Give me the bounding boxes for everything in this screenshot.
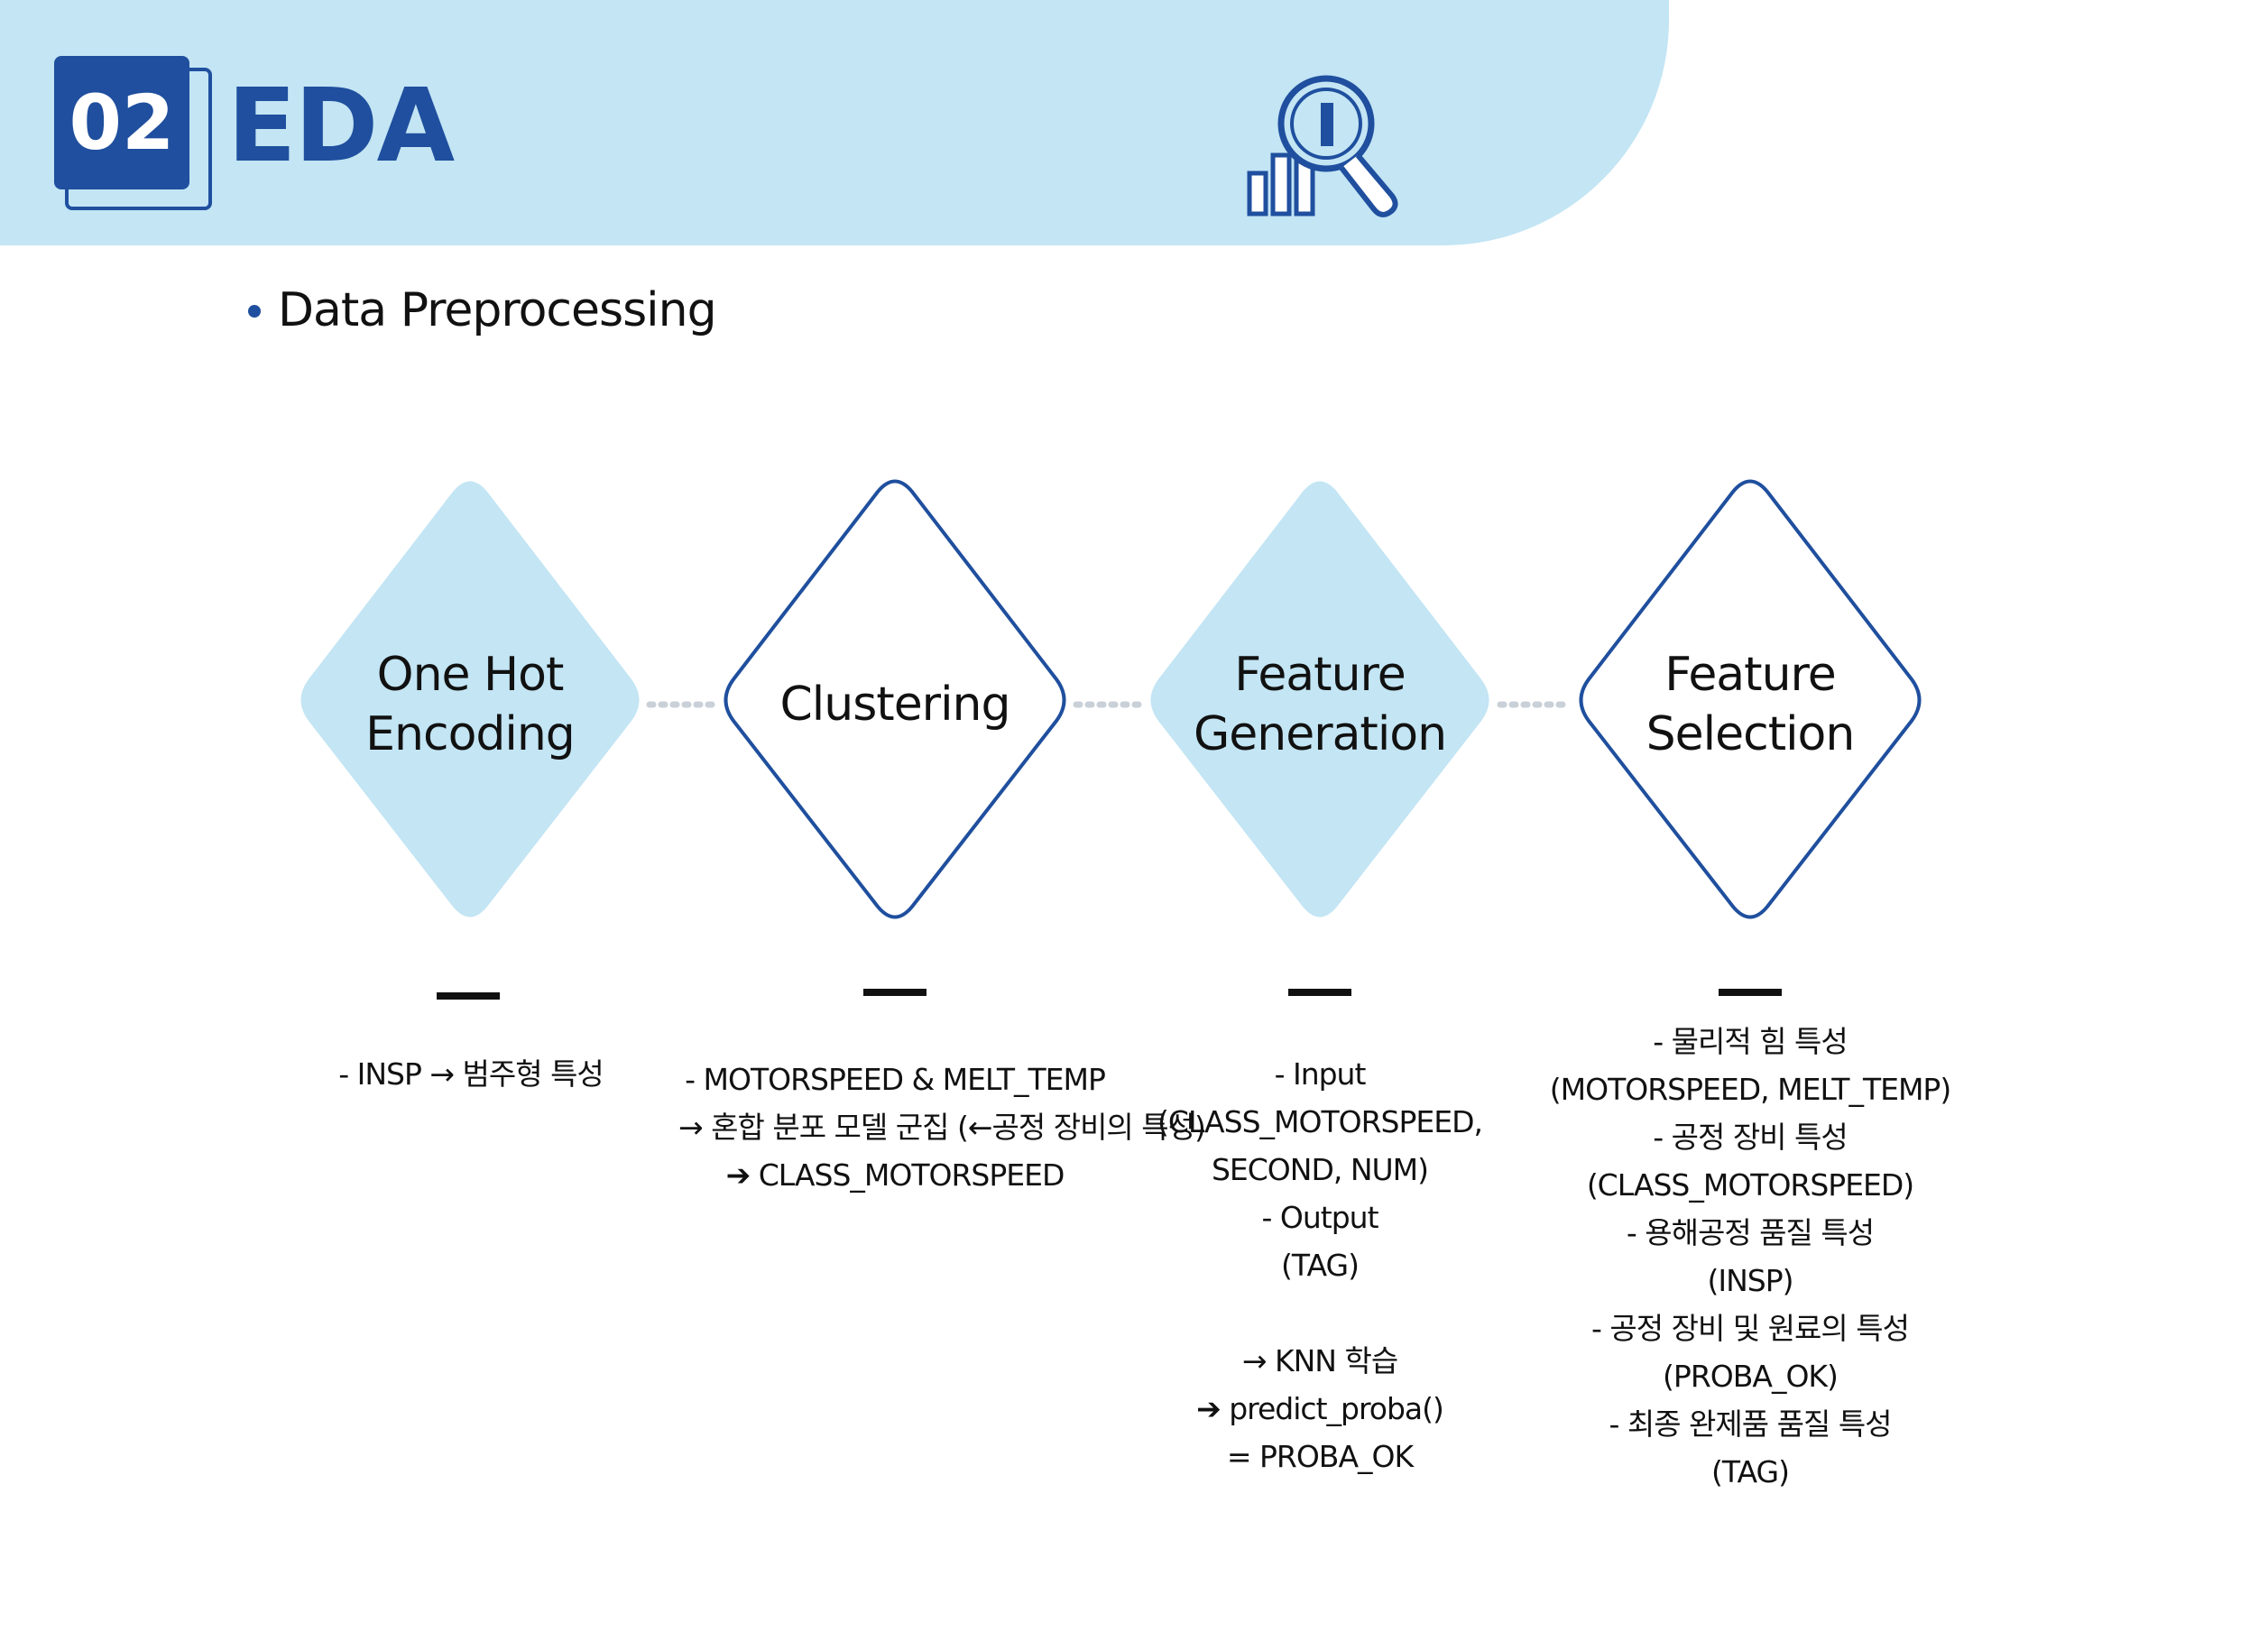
step-divider: [1719, 989, 1782, 996]
description-line: (TAG): [1711, 1454, 1790, 1489]
description-line: - 공정 장비 특성: [1653, 1120, 1849, 1155]
step-label-line: Encoding: [365, 707, 576, 761]
step-description-one-hot-encoding: - INSP → 범주형 특성: [254, 1050, 687, 1098]
description-line: - MOTORSPEED & MELT_TEMP: [685, 1062, 1106, 1097]
step-divider: [437, 992, 500, 1000]
diamond-clustering: [724, 479, 1066, 919]
number-badge: 02: [54, 56, 189, 189]
description-line: - 최종 완제품 품질 특성: [1609, 1406, 1892, 1442]
diamond-feature-selection: [1579, 479, 1922, 919]
description-line: - 공정 장비 및 원료의 특성: [1591, 1311, 1910, 1346]
description-line: → KNN 학습: [1241, 1343, 1398, 1378]
description-line: (INSP): [1707, 1263, 1793, 1298]
step-label-line: Feature: [1234, 648, 1406, 702]
description-line: (CLASS_MOTORSPEED): [1586, 1167, 1914, 1203]
section-title: Data Preprocessing: [278, 283, 717, 337]
step-label-one-hot-encoding: One Hot Encoding: [308, 645, 632, 764]
step-label-line: Generation: [1193, 707, 1447, 761]
diamond-feature-generation: [1150, 481, 1489, 917]
step-label-feature-selection: Feature Selection: [1588, 645, 1913, 764]
description-line: (TAG): [1281, 1248, 1360, 1283]
step-label-line: Feature: [1664, 648, 1837, 702]
description-line: - Input: [1274, 1056, 1367, 1092]
description-line: - 물리적 힘 특성: [1653, 1024, 1849, 1059]
step-label-clustering: Clustering: [733, 675, 1057, 734]
step-label-line: One Hot: [376, 648, 565, 702]
description-line: = PROBA_OK: [1226, 1439, 1414, 1474]
description-line: (CLASS_MOTORSPEED,: [1157, 1104, 1483, 1139]
description-line: - INSP → 범주형 특성: [338, 1056, 604, 1092]
step-description-clustering: - MOTORSPEED & MELT_TEMP → 혼합 분포 모델 군집 (…: [678, 1056, 1206, 1199]
description-line: - Output: [1261, 1200, 1378, 1235]
step-divider: [1288, 989, 1351, 996]
description-line: (PROBA_OK): [1663, 1359, 1839, 1394]
description-line: SECOND, NUM): [1211, 1152, 1429, 1187]
step-description-feature-selection: - 물리적 힘 특성 (MOTORSPEED, MELT_TEMP) - 공정 …: [1534, 1018, 1967, 1496]
page-title: EDA: [227, 68, 455, 185]
description-line: [1103, 1289, 1536, 1337]
step-label-line: Clustering: [779, 678, 1011, 732]
description-line: ➔ predict_proba(): [1196, 1391, 1444, 1426]
step-description-feature-generation: - Input (CLASS_MOTORSPEED, SECOND, NUM) …: [1103, 1050, 1536, 1480]
description-line: → 혼합 분포 모델 군집 (←공정 장비의 특성): [678, 1110, 1206, 1145]
chart-magnifier-icon: [1247, 75, 1398, 217]
section-bullet: [248, 305, 261, 318]
description-line: (MOTORSPEED, MELT_TEMP): [1549, 1072, 1951, 1107]
step-diamonds: [300, 479, 1922, 919]
step-divider: [863, 989, 927, 996]
diamond-one-hot-encoding: [300, 481, 640, 917]
step-label-feature-generation: Feature Generation: [1157, 645, 1482, 764]
description-line: ➔ CLASS_MOTORSPEED: [725, 1157, 1065, 1193]
description-line: - 용해공정 품질 특성: [1626, 1215, 1875, 1250]
step-label-line: Selection: [1646, 707, 1856, 761]
